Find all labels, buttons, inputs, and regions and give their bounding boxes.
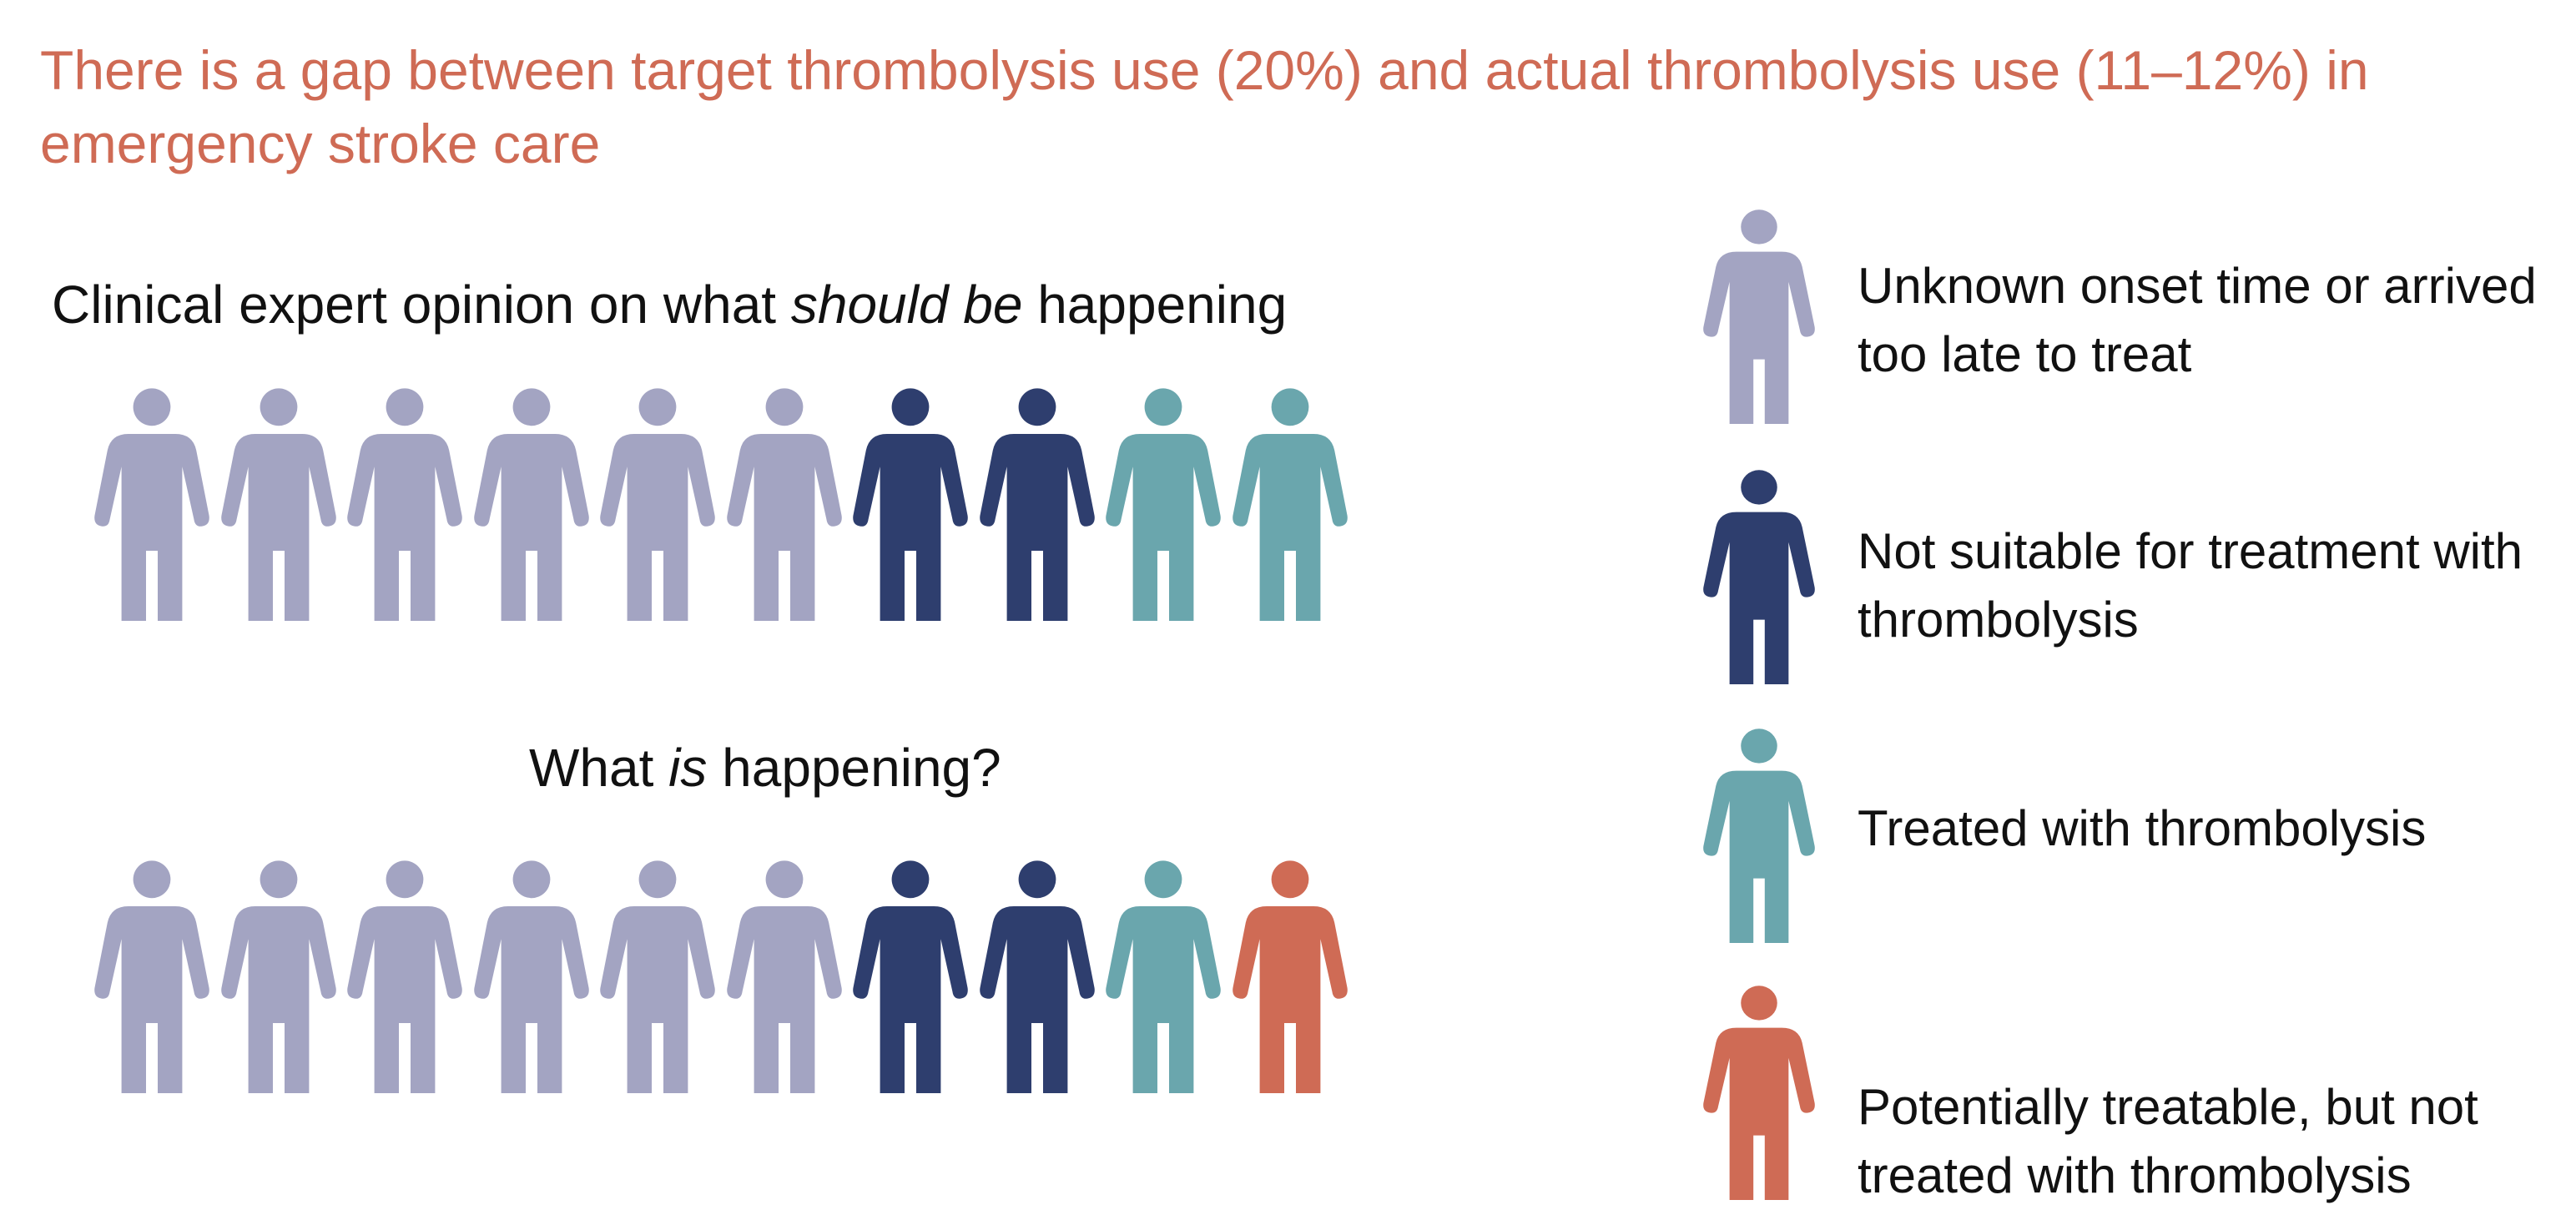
person-icon	[1702, 209, 1816, 424]
person-icon	[473, 387, 590, 621]
person-icon	[93, 860, 210, 1093]
person-icon	[93, 387, 210, 621]
legend-item-not-suitable: Not suitable for treatment with thrombol…	[1702, 469, 2562, 686]
person-icon	[1702, 469, 1816, 684]
person-icon	[220, 387, 337, 621]
expected-heading-text-end: happening	[1022, 275, 1288, 335]
actual-row-heading: What is happening?	[529, 734, 1113, 801]
person-icon	[852, 860, 969, 1093]
legend-item-unknown-onset: Unknown onset time or arrived too late t…	[1702, 209, 2562, 426]
legend-label-treated: Treated with thrombolysis	[1858, 800, 2427, 856]
person-icon	[1232, 860, 1348, 1093]
expected-heading-emphasis: should be	[790, 275, 1023, 335]
legend-item-treated: Treated with thrombolysis	[1702, 728, 2562, 945]
person-icon	[599, 860, 716, 1093]
person-icon	[1232, 387, 1348, 621]
person-icon	[979, 860, 1096, 1093]
expected-people-row	[93, 387, 1362, 629]
legend-label-unknown-onset: Unknown onset time or arrived too late t…	[1858, 258, 2537, 382]
person-icon	[852, 387, 969, 621]
legend-label-treatable-not-treated: Potentially treatable, but not treated w…	[1858, 1079, 2478, 1203]
person-icon	[346, 387, 463, 621]
expected-heading-text: Clinical expert opinion on what	[52, 275, 791, 335]
person-icon	[979, 387, 1096, 621]
person-icon	[346, 860, 463, 1093]
page-title: There is a gap between target thrombolys…	[40, 39, 2369, 174]
actual-heading-text-end: happening?	[707, 738, 1001, 798]
legend-label-not-suitable: Not suitable for treatment with thrombol…	[1858, 523, 2523, 648]
person-icon	[599, 387, 716, 621]
actual-heading-text: What	[529, 738, 669, 798]
person-icon	[220, 860, 337, 1093]
person-icon	[726, 387, 843, 621]
person-icon	[1702, 728, 1816, 943]
legend-item-treatable-not-treated: Potentially treatable, but not treated w…	[1702, 985, 2562, 1203]
person-icon	[1105, 387, 1222, 621]
person-icon	[1105, 860, 1222, 1093]
actual-heading-emphasis: is	[668, 738, 708, 798]
actual-people-row	[93, 860, 1362, 1102]
person-icon	[726, 860, 843, 1093]
person-icon	[473, 860, 590, 1093]
expected-row-heading: Clinical expert opinion on what should b…	[52, 271, 1420, 338]
person-icon	[1702, 985, 1816, 1200]
